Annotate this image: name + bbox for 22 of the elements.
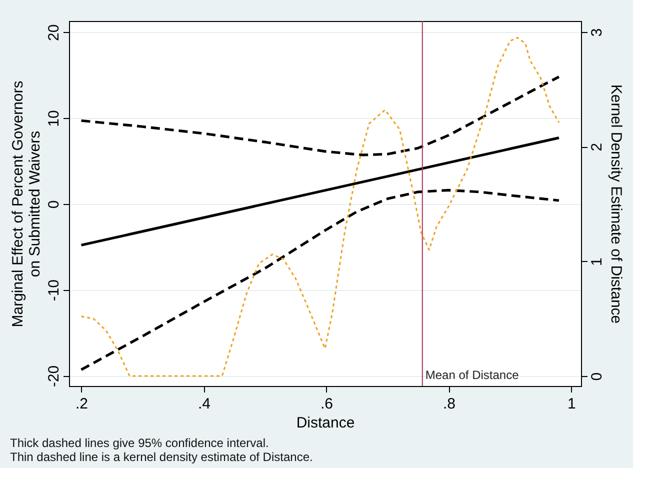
- x-axis-title: Distance: [296, 414, 355, 432]
- y-tick-label: -10: [46, 279, 62, 302]
- text: Thick dashed lines give 95% confidence interval.: [10, 436, 269, 450]
- y-tick-label: -20: [46, 365, 62, 388]
- x-tick-label: .6: [320, 396, 333, 412]
- y-tick-label: 20: [46, 24, 62, 42]
- x-tick-label: .8: [442, 396, 456, 412]
- line-series: [80, 76, 560, 156]
- x-tick-label: .2: [75, 396, 88, 412]
- text: Thin dashed line is a kernel density estimate of Distance.: [10, 450, 313, 464]
- x-tick-label: 1: [568, 396, 576, 412]
- y2-axis-title: Kernel Density Estimate of Distance: [608, 84, 624, 324]
- line-series: [80, 188, 560, 371]
- y2-tick-label: 3: [588, 28, 606, 37]
- ref-line-label: Mean of Distance: [425, 368, 520, 382]
- y2-tick-label: 2: [588, 142, 606, 152]
- y-tick-label: 0: [46, 200, 62, 209]
- y2-tick-label: 1: [588, 258, 606, 266]
- y-tick-label: 10: [46, 110, 62, 127]
- x-tick-label: .4: [198, 396, 210, 412]
- y-axis-title: Marginal Effect of Percent Governors on Submitted Waivers: [10, 80, 44, 328]
- y2-tick-label: 0: [588, 372, 606, 381]
